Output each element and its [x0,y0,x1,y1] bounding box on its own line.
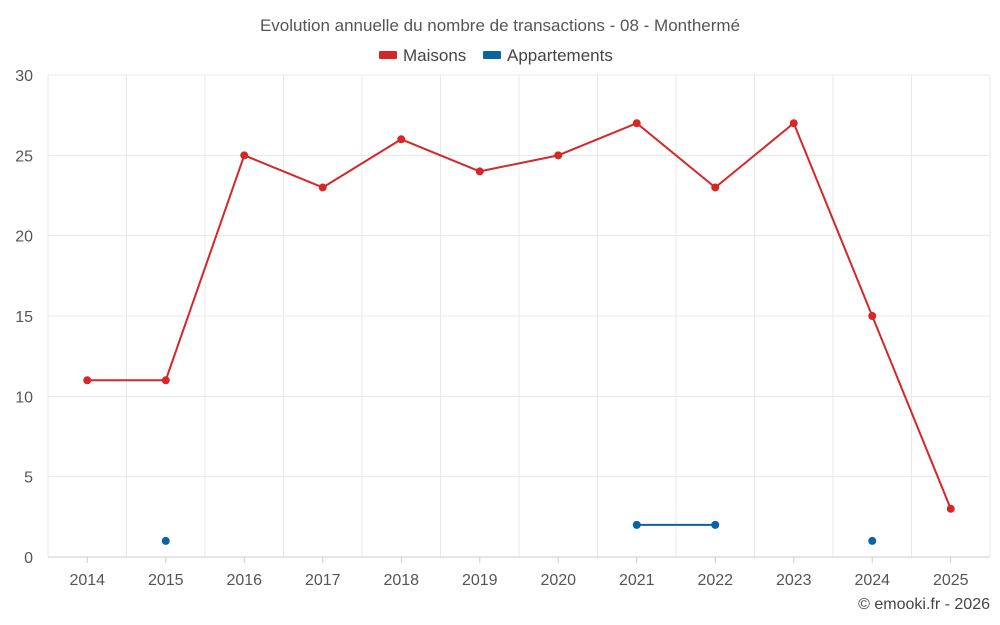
data-point-maisons-2017[interactable] [318,183,327,192]
x-tick-label-2025: 2025 [933,572,969,589]
y-tick-label-0: 0 [24,550,33,567]
x-tick-label-2017: 2017 [305,572,341,589]
y-tick-label-20: 20 [15,229,33,246]
x-tick-label-2015: 2015 [148,572,184,589]
legend-swatch-maisons [379,51,397,59]
series [83,119,955,545]
data-point-appartements-2024[interactable] [868,536,877,545]
data-point-appartements-2021[interactable] [632,520,641,529]
x-tick-label-2019: 2019 [462,572,498,589]
data-point-maisons-2019[interactable] [475,167,484,176]
x-tick-label-2014: 2014 [69,572,105,589]
legend-item-appartements[interactable]: Appartements [483,46,613,65]
y-tick-label-30: 30 [15,68,33,85]
data-point-maisons-2024[interactable] [868,312,877,320]
series-line-maisons-0 [87,122,952,510]
data-point-maisons-2022[interactable] [711,183,720,192]
legend-item-maisons[interactable]: Maisons [379,46,466,65]
data-point-maisons-2025[interactable] [946,504,955,513]
y-tick-label-10: 10 [15,389,33,406]
y-tick-label-25: 25 [15,148,33,165]
y-tick-label-5: 5 [24,470,33,487]
legend: Maisons Appartements [379,46,613,65]
x-tick-label-2018: 2018 [383,572,419,589]
x-tick-label-2023: 2023 [776,572,812,589]
chart-title: Evolution annuelle du nombre de transact… [260,16,740,35]
legend-label-maisons: Maisons [403,46,466,65]
data-point-appartements-2022[interactable] [711,520,720,529]
series-maisons [83,119,955,513]
x-tick-label-2022: 2022 [697,572,733,589]
x-tick-label-2024: 2024 [854,572,890,589]
data-point-appartements-2015[interactable] [161,536,170,545]
x-tick-label-2016: 2016 [226,572,262,589]
y-tick-label-15: 15 [15,309,33,326]
series-appartements [161,520,877,545]
x-tick-label-2021: 2021 [619,572,655,589]
credit-text: © emooki.fr - 2026 [858,596,990,613]
legend-swatch-appartements [483,51,501,59]
data-point-maisons-2023[interactable] [789,119,798,128]
x-tick-label-2020: 2020 [540,572,576,589]
data-point-maisons-2015[interactable] [161,376,170,385]
data-point-maisons-2021[interactable] [632,119,641,128]
data-point-maisons-2018[interactable] [397,135,406,144]
grid [47,74,991,557]
legend-label-appartements: Appartements [507,46,613,65]
data-point-maisons-2014[interactable] [83,376,92,385]
data-point-maisons-2016[interactable] [240,151,249,160]
data-point-maisons-2020[interactable] [554,151,563,160]
